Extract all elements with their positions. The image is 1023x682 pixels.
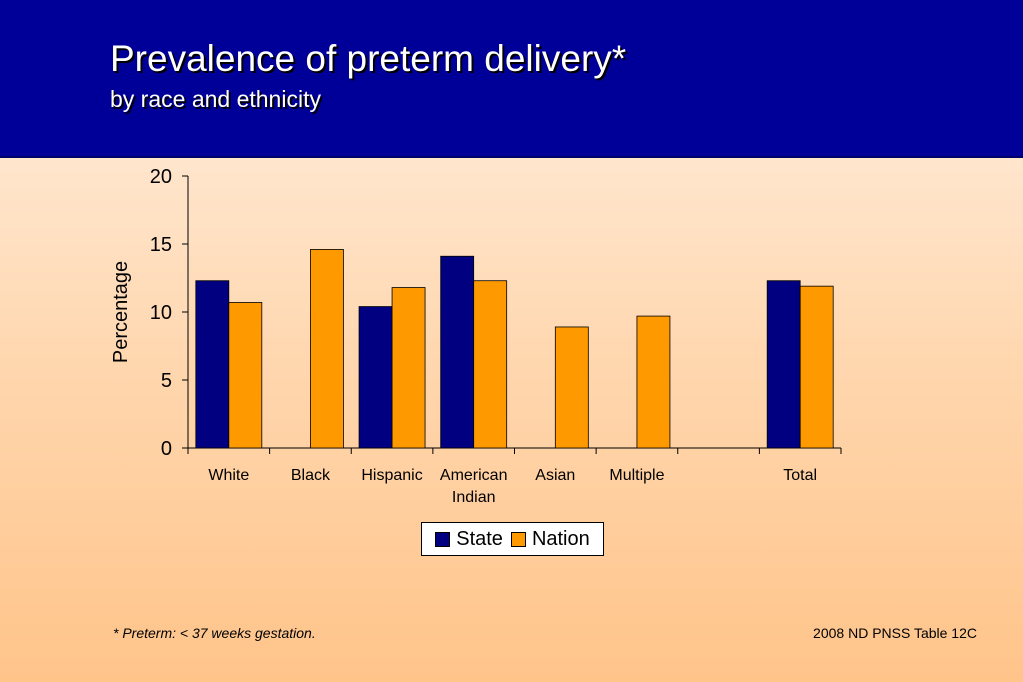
x-tick-label: Black — [291, 467, 331, 484]
bar-state — [358, 306, 393, 449]
bar-state — [195, 280, 230, 449]
page-subtitle: by race and ethnicity — [110, 86, 321, 112]
page-title: Prevalence of preterm delivery* — [110, 38, 627, 79]
legend-label-state: State — [456, 527, 503, 550]
legend-swatch-state — [435, 531, 451, 547]
y-tick-label: 20 — [150, 166, 172, 188]
bar-nation — [554, 326, 589, 449]
bar-nation — [473, 280, 508, 449]
y-tick-label: 5 — [161, 370, 172, 392]
bar-state — [766, 280, 801, 449]
x-tick-label: American Indian — [440, 467, 508, 506]
y-tick-label: 15 — [150, 234, 172, 256]
bar-nation — [228, 302, 263, 449]
chart-legend: State Nation — [421, 522, 604, 556]
y-tick-label: 10 — [150, 302, 172, 324]
x-tick-label: White — [208, 467, 249, 484]
legend-swatch-nation — [510, 531, 526, 547]
bar-nation — [310, 249, 344, 449]
y-axis-label: Percentage — [110, 261, 132, 363]
x-tick-label: Total — [783, 467, 817, 484]
x-tick-label: Hispanic — [361, 467, 422, 484]
x-tick-label: Asian — [535, 467, 575, 484]
legend-item-nation: Nation — [510, 527, 590, 551]
legend-label-nation: Nation — [531, 527, 590, 550]
bar-nation — [636, 315, 671, 449]
bar-nation — [799, 285, 834, 449]
title-banner: Prevalence of preterm delivery* by race … — [0, 0, 1023, 158]
bar-nation — [391, 287, 426, 449]
footnote: * Preterm: < 37 weeks gestation. — [113, 625, 316, 641]
y-tick-label: 0 — [161, 438, 172, 460]
x-tick-label: Multiple — [609, 467, 664, 484]
bar-state — [440, 255, 475, 449]
source-note: 2008 ND PNSS Table 12C — [813, 625, 977, 641]
legend-item-state: State — [435, 528, 503, 551]
